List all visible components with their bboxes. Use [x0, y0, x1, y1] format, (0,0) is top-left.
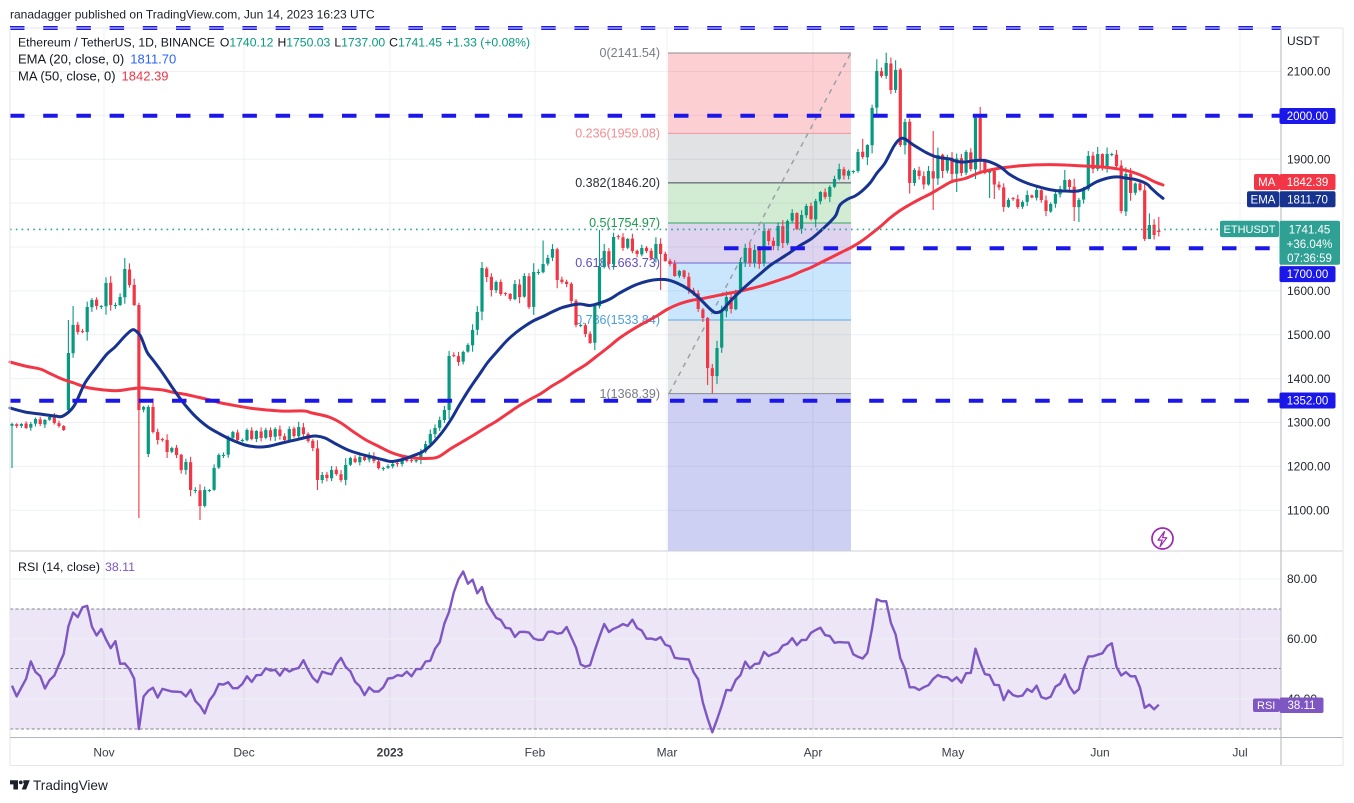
svg-text:EMA: EMA	[1251, 194, 1276, 206]
svg-text:07:36:59: 07:36:59	[1287, 253, 1332, 265]
svg-text:38.11: 38.11	[1288, 700, 1316, 712]
svg-text:1200.00: 1200.00	[1287, 460, 1331, 474]
svg-text:0.5(1754.97): 0.5(1754.97)	[589, 216, 660, 230]
svg-text:Nov: Nov	[93, 746, 114, 760]
svg-text:TradingView: TradingView	[33, 778, 108, 793]
svg-text:Apr: Apr	[804, 746, 823, 760]
svg-text:60.00: 60.00	[1287, 632, 1317, 646]
svg-text:Ethereum / TetherUS, 1D, BINAN: Ethereum / TetherUS, 1D, BINANCE O1740.12…	[18, 36, 530, 50]
svg-text:1300.00: 1300.00	[1287, 416, 1331, 430]
svg-text:1(1368.39): 1(1368.39)	[600, 387, 660, 401]
svg-text:80.00: 80.00	[1287, 572, 1317, 586]
svg-text:EMA (20, close, 0)1811.70: EMA (20, close, 0) 1811.70	[18, 52, 176, 67]
svg-text:1741.45: 1741.45	[1289, 225, 1331, 237]
svg-text:1352.00: 1352.00	[1287, 396, 1329, 408]
svg-text:1842.39: 1842.39	[1287, 177, 1329, 189]
svg-text:Jul: Jul	[1232, 746, 1247, 760]
svg-text:2100.00: 2100.00	[1287, 65, 1331, 79]
svg-text:0.236(1959.08): 0.236(1959.08)	[575, 127, 660, 141]
svg-text:MA (50, close, 0)1842.39: MA (50, close, 0) 1842.39	[18, 69, 169, 84]
svg-text:2023: 2023	[377, 746, 404, 760]
svg-text:0.382(1846.20): 0.382(1846.20)	[575, 176, 660, 190]
svg-text:ranadagger published on Tradin: ranadagger published on TradingView.com,…	[10, 8, 375, 22]
svg-text:1700.00: 1700.00	[1287, 269, 1329, 281]
svg-text:Dec: Dec	[233, 746, 254, 760]
svg-text:May: May	[942, 746, 965, 760]
svg-text:Feb: Feb	[525, 746, 546, 760]
svg-text:1811.70: 1811.70	[1287, 194, 1328, 206]
svg-text:RSI: RSI	[1257, 700, 1275, 712]
svg-text:ETHUSDT: ETHUSDT	[1224, 224, 1276, 236]
svg-text:1100.00: 1100.00	[1287, 503, 1330, 517]
svg-text:Jun: Jun	[1090, 746, 1109, 760]
svg-text:+36.04%: +36.04%	[1287, 239, 1333, 251]
svg-text:1500.00: 1500.00	[1287, 328, 1331, 342]
svg-text:Mar: Mar	[657, 746, 678, 760]
svg-text:1600.00: 1600.00	[1287, 284, 1331, 298]
svg-text:USDT: USDT	[1287, 34, 1320, 48]
svg-text:1400.00: 1400.00	[1287, 372, 1331, 386]
svg-text:RSI (14, close)38.11: RSI (14, close) 38.11	[18, 560, 135, 574]
svg-text:0.618(1663.73): 0.618(1663.73)	[575, 256, 660, 270]
svg-text:2000.00: 2000.00	[1287, 111, 1329, 123]
svg-text:0.786(1533.84): 0.786(1533.84)	[575, 313, 660, 327]
svg-text:MA: MA	[1258, 177, 1276, 189]
svg-text:0(2141.54): 0(2141.54)	[600, 46, 660, 60]
svg-text:1900.00: 1900.00	[1287, 152, 1331, 166]
